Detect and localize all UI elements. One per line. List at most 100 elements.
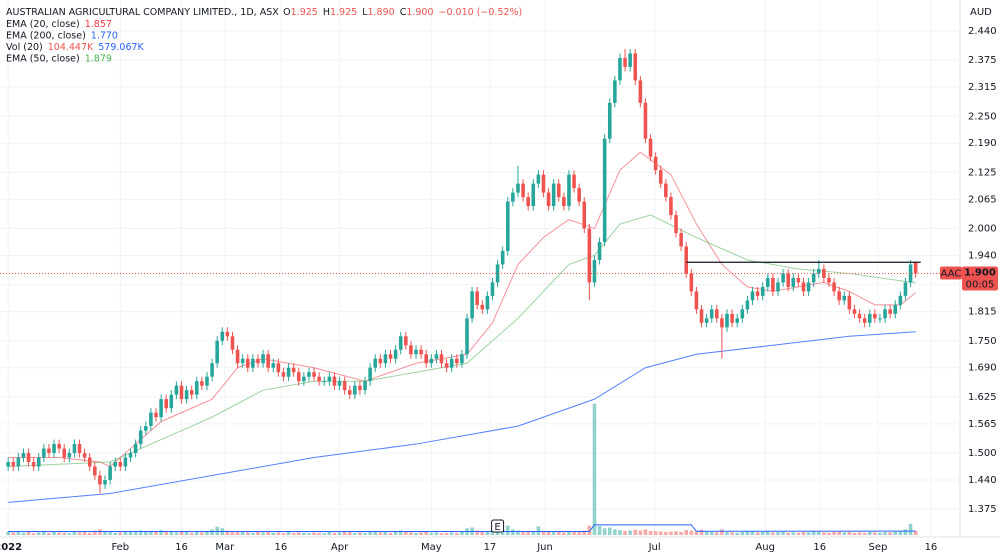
candle-body: [898, 295, 903, 305]
candle-body: [281, 372, 286, 377]
volume-bar: [429, 532, 434, 535]
volume-bar: [500, 529, 505, 535]
y-tick-label: 1.565: [968, 419, 997, 430]
candle-body: [72, 444, 77, 454]
volume-bar: [822, 532, 826, 535]
x-tick-label: May: [421, 542, 442, 553]
candle-body: [439, 354, 444, 364]
volume-bar: [852, 532, 857, 535]
legend-value: 1.770: [91, 30, 118, 41]
volume-bar: [42, 531, 46, 535]
volume-bar: [873, 532, 877, 535]
x-tick-label: Jul: [648, 542, 661, 553]
candle-body: [771, 277, 775, 292]
volume-bar: [251, 532, 255, 535]
volume-bar: [296, 532, 301, 535]
candle-body: [21, 453, 26, 458]
candle-body: [582, 201, 587, 229]
legend-value: 1.857: [85, 19, 112, 30]
x-tick-label: 16: [813, 542, 826, 553]
volume-bar: [449, 532, 454, 535]
quote-value: 1.925: [330, 7, 357, 18]
candle-body: [373, 358, 378, 368]
candle-body: [465, 318, 469, 355]
legend-value: 579.067K: [98, 42, 144, 53]
symbol-title: AUSTRALIAN AGRICULTURAL COMPANY LIMITED.…: [6, 7, 279, 18]
candle-body: [291, 367, 296, 373]
candle-body: [271, 363, 276, 368]
candle-body: [327, 376, 332, 382]
volume-bar: [398, 530, 403, 535]
candle-body: [164, 399, 168, 409]
candle-body: [98, 475, 102, 485]
candle-body: [210, 363, 214, 377]
volume-bar: [867, 532, 872, 535]
candle-body: [822, 268, 826, 278]
y-tick-label: 1.500: [968, 448, 997, 459]
candle-body: [128, 453, 133, 458]
x-tick-label: Sep: [868, 542, 887, 553]
volume-bar: [567, 530, 571, 535]
candle-body: [42, 448, 46, 458]
candle-body: [52, 444, 56, 454]
candle-body: [337, 381, 342, 386]
volume-bar: [623, 530, 627, 535]
candle-body: [6, 462, 10, 467]
countdown: 00:05: [966, 279, 995, 290]
candle-body: [628, 53, 632, 67]
x-tick-label: Apr: [331, 542, 349, 553]
candle-body: [786, 273, 790, 287]
ema-line: [8, 331, 916, 503]
y-tick-label: 2.315: [968, 82, 997, 93]
y-tick-label: 2.125: [968, 167, 997, 178]
candle-body: [643, 102, 648, 139]
volume-bar: [409, 532, 413, 535]
candle-body: [26, 453, 31, 463]
volume-bar: [149, 530, 153, 535]
candle-body: [184, 390, 189, 400]
candle-body: [200, 381, 204, 386]
y-tick-label: 2.375: [968, 55, 997, 66]
volume-bar: [511, 529, 515, 535]
volume-bar: [144, 531, 148, 535]
volume-bar: [689, 530, 694, 535]
volume-bar: [455, 532, 459, 535]
volume-bar: [735, 532, 739, 535]
volume-bar: [740, 532, 745, 535]
volume-bar: [648, 530, 653, 535]
candle-body: [118, 462, 123, 467]
candle-body: [205, 376, 209, 386]
volume-bar: [16, 530, 21, 535]
candle-body: [154, 412, 158, 418]
candle-body: [11, 462, 16, 467]
legend-name: Vol (20): [6, 42, 43, 53]
volume-bar: [47, 532, 51, 535]
volume-bar: [98, 529, 102, 535]
event-marker: [491, 519, 505, 533]
volume-bar: [337, 532, 342, 535]
legend-entry: EMA (20, close) 1.857: [6, 19, 112, 30]
candle-body: [383, 354, 388, 364]
volume-bar: [358, 532, 362, 535]
candle-body: [613, 80, 617, 103]
x-tick-label: 16: [925, 542, 938, 553]
candle-body: [490, 282, 495, 296]
volume-bar: [832, 532, 836, 535]
candle-body: [87, 457, 92, 467]
overlay: 2.440 2.375 2.315 2.250 2.190 2.125 2.065 2.000…: [0, 7, 998, 553]
quote-value: 1.925: [291, 7, 318, 18]
candle-body: [480, 304, 485, 310]
candle-body: [781, 273, 785, 283]
candle-body: [235, 349, 240, 364]
candle-body: [669, 197, 673, 216]
volume-bar: [373, 530, 378, 535]
candle-body: [674, 215, 678, 234]
candle-body: [740, 309, 745, 319]
volume-bar: [225, 530, 230, 535]
volume-bar: [582, 530, 587, 535]
y-tick-label: 2.190: [968, 138, 997, 149]
volume-bar: [878, 532, 882, 535]
candle-body: [847, 295, 852, 310]
candle-body: [189, 390, 194, 395]
